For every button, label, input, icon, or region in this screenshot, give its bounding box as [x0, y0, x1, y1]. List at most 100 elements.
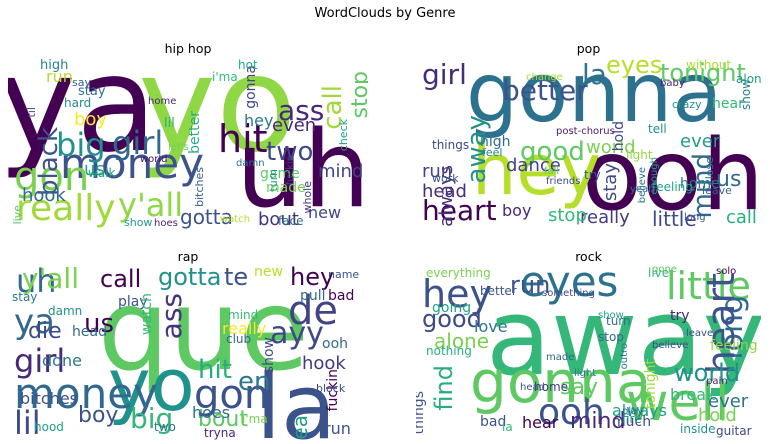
word-2-41: damn: [48, 304, 83, 318]
word-2-49: club: [226, 332, 252, 346]
word-3-51: believe: [652, 340, 689, 351]
word-0-33: check: [337, 119, 350, 152]
word-0-30: made: [266, 180, 306, 196]
word-2-28: really: [222, 319, 267, 338]
word-1-5: better: [502, 74, 588, 107]
word-2-15: gon: [194, 372, 270, 418]
word-3-5: little: [666, 265, 751, 308]
word-1-41: leave: [702, 184, 732, 197]
figure-title: WordClouds by Genre: [314, 6, 456, 21]
word-0-32: walk: [88, 166, 116, 180]
word-0-2: uh: [236, 108, 368, 231]
word-0-47: damn: [236, 158, 265, 169]
word-1-26: stay: [600, 163, 621, 202]
word-2-47: stay: [12, 290, 38, 304]
wordcloud-pop: gonna ooh hey girl la better eyes tonight heart b…: [416, 57, 761, 233]
word-2-4: money: [14, 369, 158, 418]
word-0-15: hook: [22, 185, 66, 206]
word-3-49: pain: [706, 376, 728, 387]
word-3-27: stop: [598, 330, 624, 344]
word-3-14: alone: [434, 329, 490, 353]
word-3-43: something: [542, 288, 595, 299]
word-0-38: stay: [78, 84, 106, 99]
wordcloud-hip-hop: yo ya uh money gon big girl hit really y'all black…: [8, 57, 368, 233]
word-3-48: live: [648, 266, 670, 280]
word-1-39: close: [703, 157, 716, 186]
word-1-28: high: [480, 134, 511, 150]
word-0-46: bitches: [193, 167, 206, 207]
word-1-31: light: [626, 148, 653, 162]
word-1-22: home: [680, 176, 720, 192]
word-3-18: say: [560, 375, 598, 400]
word-3-30: going: [432, 300, 472, 316]
word-2-9: girl: [14, 342, 66, 380]
word-2-26: hook: [302, 353, 346, 374]
word-1-0: gonna: [466, 57, 723, 141]
word-2-0: que: [98, 266, 309, 396]
word-2-6: y'all: [22, 265, 79, 295]
word-0-34: face: [278, 214, 304, 228]
word-0-14: two: [266, 137, 314, 167]
panel-title-rock: rock: [575, 249, 602, 264]
word-2-33: watch: [139, 293, 155, 336]
word-2-30: done: [42, 351, 82, 370]
panel-title-rap: rap: [177, 249, 199, 264]
word-1-33: baby: [660, 78, 685, 89]
word-3-35: guitar: [716, 424, 752, 438]
word-2-23: us: [84, 309, 115, 339]
word-3-20: hold: [698, 405, 737, 426]
word-0-21: mind: [318, 161, 364, 182]
word-3-45: play: [622, 406, 644, 417]
word-0-19: even: [272, 115, 317, 136]
word-1-48: change: [526, 72, 563, 83]
word-0-45: whole: [301, 181, 314, 214]
word-0-1: ya: [8, 57, 158, 182]
word-3-42: everything: [426, 266, 491, 280]
word-2-40: i'ma: [242, 412, 268, 426]
word-3-1: gonna: [470, 348, 652, 416]
word-2-38: ooh: [322, 336, 349, 352]
word-0-23: us: [84, 159, 105, 180]
word-2-7: call: [100, 265, 142, 293]
word-2-10: lil: [14, 404, 41, 441]
word-1-42: alone: [736, 72, 761, 86]
word-2-44: bad: [328, 288, 355, 304]
word-1-2: hey: [472, 129, 601, 211]
word-0-44: world: [140, 154, 168, 165]
word-1-25: head: [422, 181, 467, 202]
word-3-29: better: [480, 284, 517, 298]
word-3-33: made: [546, 352, 575, 363]
word-3-9: good: [422, 305, 482, 333]
word-3-19: tonight: [643, 359, 659, 410]
word-1-47: work: [432, 172, 459, 185]
word-1-6: eyes: [606, 57, 663, 79]
word-0-29: game: [260, 166, 300, 182]
word-3-25: much: [612, 414, 652, 430]
panel-title-pop: pop: [576, 41, 601, 56]
word-1-45: crazy: [672, 98, 702, 111]
word-2-45: mind: [228, 308, 259, 322]
word-2-17: de: [288, 288, 338, 334]
word-0-6: girl: [112, 124, 164, 162]
word-1-27: long: [684, 212, 706, 223]
word-1-17: call: [726, 207, 757, 228]
word-3-21: ever: [708, 391, 749, 412]
word-1-16: little: [652, 207, 697, 231]
word-2-8: gotta: [158, 265, 222, 291]
word-2-46: block: [316, 382, 346, 395]
word-0-24: high: [40, 58, 69, 73]
word-3-37: try: [670, 308, 690, 324]
word-1-11: world: [586, 137, 636, 158]
word-0-5: big: [56, 126, 106, 164]
word-1-34: things: [432, 138, 470, 152]
word-3-2: well: [626, 373, 730, 433]
word-2-42: two: [154, 420, 176, 434]
word-3-0: away: [486, 276, 761, 399]
word-0-42: live: [11, 205, 24, 225]
word-3-32: home: [534, 380, 569, 394]
word-1-19: stop: [548, 205, 587, 226]
word-1-50: friends: [546, 176, 581, 187]
word-2-2: la: [256, 355, 337, 442]
word-0-20: boy: [74, 109, 108, 130]
word-2-12: big: [130, 402, 174, 435]
